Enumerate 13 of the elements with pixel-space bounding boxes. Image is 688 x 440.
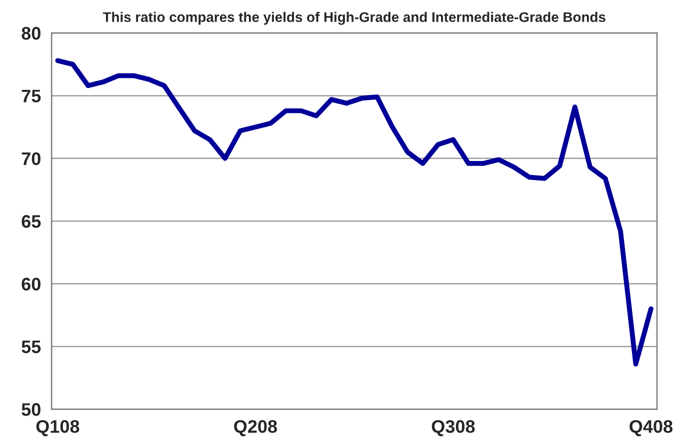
x-tick-label: Q108 xyxy=(36,420,80,436)
y-tick-label: 65 xyxy=(22,215,41,228)
chart-title: This ratio compares the yields of High-Grade and Intermediate-Grade Bonds xyxy=(102,12,606,25)
y-tick-label: 50 xyxy=(22,403,40,416)
y-tick-label: 80 xyxy=(22,26,40,40)
y-tick-label: 55 xyxy=(22,340,41,354)
line-series xyxy=(55,58,654,366)
y-tick-label: 60 xyxy=(22,278,40,291)
y-tick-label: 75 xyxy=(22,90,41,102)
y-tick-label: 70 xyxy=(22,152,40,166)
x-tick-label: Q408 xyxy=(630,420,672,436)
x-tick-label: Q308 xyxy=(432,420,475,436)
x-tick-label: Q208 xyxy=(234,420,277,436)
